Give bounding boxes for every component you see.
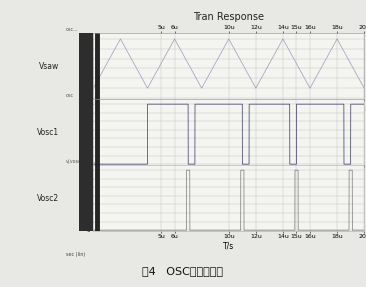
Text: osc: osc: [66, 93, 74, 98]
Text: osc...: osc...: [66, 27, 79, 32]
Y-axis label: Vsaw: Vsaw: [39, 61, 59, 71]
Text: sec (lin): sec (lin): [66, 252, 86, 257]
Y-axis label: Vosc2: Vosc2: [37, 193, 59, 203]
Y-axis label: Vosc1: Vosc1: [37, 127, 59, 137]
Text: Tran Response: Tran Response: [193, 11, 264, 22]
Text: 图4   OSC俯真结果图: 图4 OSC俯真结果图: [142, 265, 224, 276]
X-axis label: T/s: T/s: [223, 241, 234, 250]
Text: v(vosc2,osc...: v(vosc2,osc...: [66, 159, 99, 164]
